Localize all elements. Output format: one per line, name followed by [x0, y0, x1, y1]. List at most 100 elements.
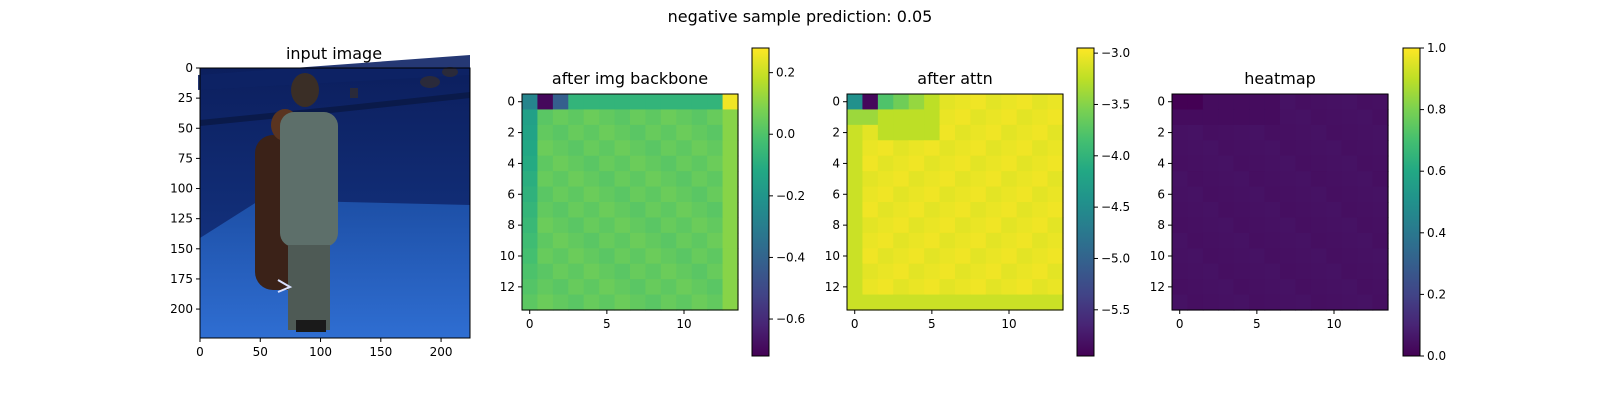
heatmap-cell — [1249, 294, 1266, 311]
heatmap-cell — [1172, 155, 1189, 172]
heatmap-cell — [1001, 217, 1018, 234]
heatmap-cell — [908, 140, 925, 157]
heatmap-cell — [552, 232, 569, 249]
heatmap-cell — [924, 124, 941, 141]
heatmap-cell — [614, 232, 631, 249]
heatmap-cell — [1372, 217, 1389, 234]
heatmap-cell — [645, 248, 662, 265]
heatmap-cell — [924, 186, 941, 203]
colorbar-tick-label: 1.0 — [1427, 41, 1446, 55]
heatmap-cell — [707, 155, 724, 172]
heatmap-cell — [552, 124, 569, 141]
heatmap-cell — [599, 294, 616, 311]
heatmap-cell — [847, 140, 864, 157]
heatmap-cell — [1233, 217, 1250, 234]
heatmap-cell — [599, 171, 616, 188]
heatmap-cell — [1016, 263, 1033, 280]
x-tick-label: 10 — [676, 317, 691, 331]
heatmap-cell — [1047, 140, 1064, 157]
heatmap-cell — [877, 140, 894, 157]
heatmap-cell — [568, 171, 585, 188]
heatmap-cell — [722, 202, 739, 219]
heatmap-cell — [908, 232, 925, 249]
heatmap-cell — [552, 217, 569, 234]
heatmap-cell — [1233, 186, 1250, 203]
heatmap-cell — [1295, 279, 1312, 296]
heatmap-cell — [1172, 124, 1189, 141]
heatmap-cell — [985, 94, 1002, 111]
heatmap-cell — [707, 186, 724, 203]
heatmap-cell — [1047, 217, 1064, 234]
heatmap-cell — [1032, 140, 1049, 157]
heatmap-cell — [1310, 217, 1327, 234]
heatmap-cell — [939, 248, 956, 265]
x-tick-label: 200 — [430, 345, 453, 359]
heatmap-cell — [847, 217, 864, 234]
heatmap-cell — [1047, 124, 1064, 141]
input-image-photo — [198, 55, 470, 338]
heatmap-cell — [1310, 294, 1327, 311]
heatmap-cell — [583, 294, 600, 311]
heatmap-cell — [568, 232, 585, 249]
heatmap-cell — [522, 294, 539, 311]
heatmap-cell — [939, 155, 956, 172]
heatmap-cell — [1280, 140, 1297, 157]
heatmap-cell — [722, 232, 739, 249]
heatmap-cell — [1172, 140, 1189, 157]
y-tick-label: 100 — [170, 182, 193, 196]
heatmap-cell — [552, 248, 569, 265]
heatmap-cell — [1249, 263, 1266, 280]
heatmap-cell — [568, 263, 585, 280]
colorbar-tick-label: −4.5 — [1101, 200, 1130, 214]
heatmap-cell — [537, 232, 554, 249]
heatmap-cell — [877, 294, 894, 311]
heatmap-cell — [583, 202, 600, 219]
heatmap-cell — [1341, 248, 1358, 265]
heatmap-cell — [1249, 202, 1266, 219]
heatmap-cell — [939, 232, 956, 249]
heatmap-cell — [1032, 186, 1049, 203]
panel-input-image: input image 0 50 100 150 200 0 25 50 75 100 125 150… — [170, 44, 471, 359]
heatmap-cell — [630, 279, 647, 296]
heatmap-cell — [599, 94, 616, 111]
heatmap-cell — [939, 217, 956, 234]
heatmap-cell — [645, 155, 662, 172]
heatmap-cell — [660, 217, 677, 234]
heatmap-cell — [985, 263, 1002, 280]
heatmap-cell — [1264, 232, 1281, 249]
heatmap-cell — [1032, 109, 1049, 126]
heatmap-cell — [862, 140, 879, 157]
heatmap-cell — [1295, 94, 1312, 111]
heatmap-cell — [660, 155, 677, 172]
heatmap-cell — [676, 155, 693, 172]
heatmap-cell — [599, 279, 616, 296]
x-tick-label: 0 — [1176, 317, 1184, 331]
heatmap-cell — [630, 263, 647, 280]
heatmap-cell — [1016, 124, 1033, 141]
heatmap-cell — [1280, 294, 1297, 311]
heatmap-cell — [1249, 279, 1266, 296]
heatmap-cell — [1310, 186, 1327, 203]
y-tick-label: 10 — [1150, 249, 1165, 263]
heatmap-cell — [1280, 248, 1297, 265]
heatmap-cell — [985, 124, 1002, 141]
heatmap-cell — [847, 124, 864, 141]
heatmap-cell — [985, 202, 1002, 219]
y-tick-label: 175 — [170, 272, 193, 286]
heatmap-cell — [1016, 94, 1033, 111]
colorbar-tick-label: −5.5 — [1101, 303, 1130, 317]
heatmap-cell — [707, 232, 724, 249]
heatmap-cell — [1326, 171, 1343, 188]
heatmap-cell — [599, 186, 616, 203]
heatmap-cell — [1032, 202, 1049, 219]
heatmap-cell — [1016, 294, 1033, 311]
heatmap-cell — [614, 248, 631, 265]
heatmap-cell — [955, 124, 972, 141]
heatmap-cell — [1187, 109, 1204, 126]
heatmap-cell — [847, 279, 864, 296]
heatmap-cell — [1295, 263, 1312, 280]
heatmap-cell — [1280, 263, 1297, 280]
heatmap-cell — [924, 263, 941, 280]
heatmap-cell — [1202, 140, 1219, 157]
